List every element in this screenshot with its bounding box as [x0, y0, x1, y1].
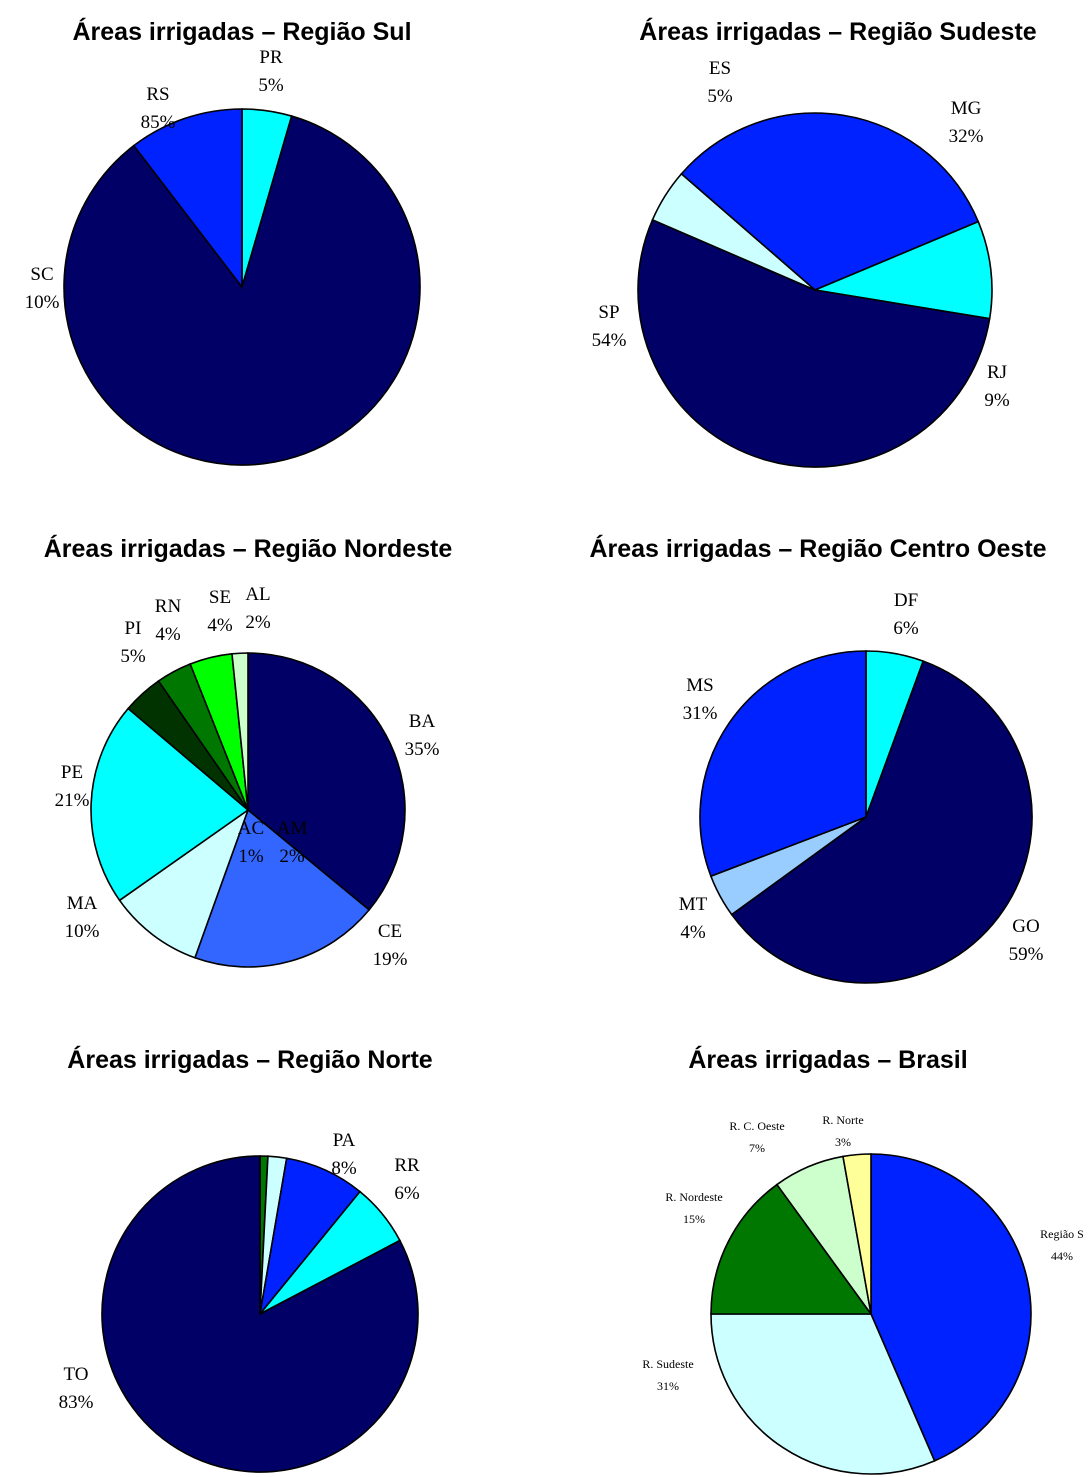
- slice-percent-4-1: 2%: [279, 846, 305, 867]
- slice-percent-2-1: 19%: [373, 949, 408, 970]
- slice-percent-3-1: 59%: [1009, 944, 1044, 965]
- chart-title-sul: Áreas irrigadas – Região Sul: [72, 17, 411, 46]
- slice-label-2-6: SE: [209, 587, 231, 608]
- slice-label-4-0: AC: [238, 818, 264, 839]
- slice-percent-2-6: 4%: [207, 615, 233, 636]
- slice-label-0-1: RS: [146, 84, 169, 105]
- slice-label-4-2: PA: [333, 1130, 356, 1151]
- slice-label-0-2: SC: [30, 264, 53, 285]
- pie-slice-3-ms: [699, 650, 867, 878]
- slice-label-3-3: MS: [686, 675, 713, 696]
- slice-percent-5-1: 31%: [657, 1379, 679, 1393]
- chart-title-sudeste: Áreas irrigadas – Região Sudeste: [639, 17, 1036, 46]
- slice-percent-5-3: 7%: [749, 1141, 765, 1155]
- slice-percent-5-0: 44%: [1051, 1249, 1073, 1263]
- pie-slice-2-ce: [193, 808, 371, 968]
- pie-slice-1-mg: [680, 112, 980, 291]
- pie-slice-5-regi-o-s: [870, 1153, 1032, 1462]
- slice-label-1-0: MG: [951, 98, 982, 119]
- slice-label-2-2: MA: [67, 893, 98, 914]
- slice-label-5-4: R. Norte: [822, 1113, 863, 1127]
- slice-label-5-3: R. C. Oeste: [729, 1119, 784, 1133]
- pie-slice-5-r-nordeste: [710, 1183, 873, 1315]
- slice-label-3-1: GO: [1012, 916, 1039, 937]
- chart-title-norte: Áreas irrigadas – Região Norte: [67, 1045, 433, 1074]
- chart-title-centro-oeste: Áreas irrigadas – Região Centro Oeste: [589, 534, 1046, 563]
- slice-percent-5-2: 15%: [683, 1212, 705, 1226]
- pie-slice-2-ma: [118, 807, 250, 959]
- slice-percent-2-4: 5%: [120, 646, 146, 667]
- slice-label-1-2: SP: [598, 302, 619, 323]
- slice-label-4-4: TO: [64, 1364, 89, 1385]
- pie-slice-2-al: [231, 652, 249, 811]
- slice-label-4-3: RR: [394, 1155, 420, 1176]
- slice-label-2-1: CE: [378, 921, 402, 942]
- slice-label-2-4: PI: [125, 618, 142, 639]
- slice-percent-4-3: 6%: [394, 1183, 420, 1204]
- pie-slice-2-pe: [90, 707, 250, 902]
- slice-label-3-2: MT: [679, 894, 708, 915]
- slice-label-5-0: Região S: [1040, 1227, 1084, 1241]
- slice-label-1-1: RJ: [987, 362, 1007, 383]
- slice-label-0-0: PR: [259, 47, 283, 68]
- pie-slice-2-ba: [247, 652, 406, 912]
- slice-percent-0-2: 10%: [25, 292, 60, 313]
- slice-percent-0-1: 85%: [141, 112, 176, 133]
- pie-slice-0-rs: [63, 115, 421, 466]
- slice-percent-3-0: 6%: [893, 618, 919, 639]
- slice-label-3-0: DF: [894, 590, 918, 611]
- pie-slice-0-sc: [132, 108, 243, 290]
- pie-slice-1-es: [651, 172, 816, 291]
- slice-percent-2-3: 21%: [55, 790, 90, 811]
- slice-percent-4-4: 83%: [59, 1392, 94, 1413]
- slice-percent-2-7: 2%: [245, 612, 271, 633]
- chart-title-nordeste: Áreas irrigadas – Região Nordeste: [44, 534, 453, 563]
- slice-percent-1-3: 5%: [707, 86, 733, 107]
- pie-slice-4-to: [101, 1155, 419, 1473]
- slice-percent-1-2: 54%: [592, 330, 627, 351]
- slice-percent-4-0: 1%: [238, 846, 264, 867]
- slice-percent-3-2: 4%: [680, 922, 706, 943]
- slice-label-1-3: ES: [709, 58, 731, 79]
- slice-percent-0-0: 5%: [258, 75, 284, 96]
- slice-percent-1-0: 32%: [949, 126, 984, 147]
- pie-slice-1-sp: [637, 218, 991, 468]
- chart-title-brasil: Áreas irrigadas – Brasil: [688, 1045, 967, 1074]
- slice-percent-2-5: 4%: [155, 624, 181, 645]
- slice-percent-4-2: 8%: [331, 1158, 357, 1179]
- slice-label-5-2: R. Nordeste: [665, 1190, 722, 1204]
- pie-slice-5-r-sudeste: [710, 1313, 936, 1475]
- slice-label-2-5: RN: [155, 596, 182, 617]
- pie-slice-1-rj: [812, 220, 993, 320]
- slice-percent-1-1: 9%: [984, 390, 1010, 411]
- pie-slice-3-go: [730, 660, 1033, 984]
- slice-label-5-1: R. Sudeste: [642, 1357, 693, 1371]
- slice-percent-5-4: 3%: [835, 1135, 851, 1149]
- pie-slice-5-r-norte: [842, 1153, 872, 1315]
- slice-percent-2-2: 10%: [65, 921, 100, 942]
- slice-percent-3-3: 31%: [683, 703, 718, 724]
- slice-label-2-0: BA: [409, 711, 436, 732]
- slice-label-4-1: AM: [277, 818, 308, 839]
- slice-label-2-3: PE: [61, 762, 83, 783]
- slice-percent-2-0: 35%: [405, 739, 440, 760]
- slice-label-2-7: AL: [245, 584, 270, 605]
